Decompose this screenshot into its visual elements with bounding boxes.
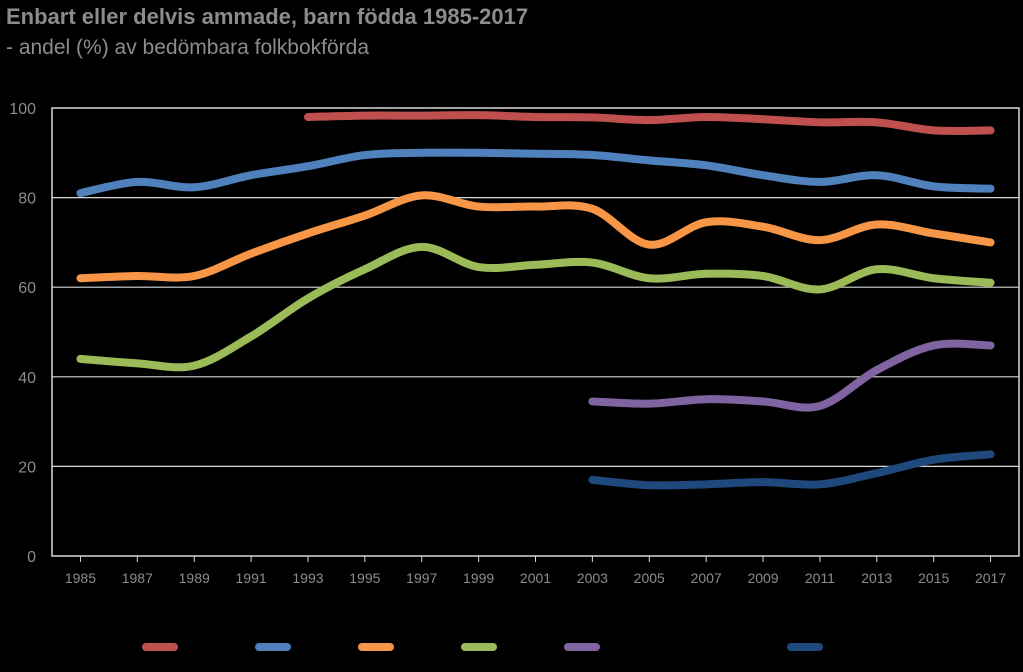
series-line-4: [76, 242, 995, 372]
x-tick-label: 2003: [577, 570, 608, 586]
series-line-6: [588, 450, 995, 490]
series-line-2: [76, 148, 995, 198]
y-tick-label: 0: [27, 549, 36, 566]
x-tick-label: 1993: [292, 570, 323, 586]
series-line-3: [76, 191, 995, 283]
x-tick-label: 1995: [349, 570, 380, 586]
series-line-5: [588, 339, 995, 412]
x-tick-label: 2013: [861, 570, 892, 586]
y-tick-label: 20: [18, 459, 36, 476]
x-tick-label: 1989: [179, 570, 210, 586]
series-layer: [76, 111, 995, 490]
x-tick-label: 1997: [406, 570, 437, 586]
y-tick-label: 100: [9, 101, 36, 118]
x-tick-label: 1985: [65, 570, 96, 586]
y-tick-label: 40: [18, 370, 36, 387]
x-tick-label: 1999: [463, 570, 494, 586]
y-tick-label: 60: [18, 280, 36, 297]
x-tick-label: 2015: [918, 570, 949, 586]
axis-layer: 0 20 40 60 80 100 1985 1987 1989 1991 1993 1995 1997…: [9, 101, 1006, 586]
x-tick-label: 2011: [805, 570, 835, 586]
x-tick-label: 2007: [691, 570, 722, 586]
x-tick-label: 2001: [520, 570, 551, 586]
chart-subtitle: - andel (%) av bedömbara folkbokförda: [6, 36, 370, 59]
y-tick-label: 80: [18, 191, 36, 208]
x-tick-label: 2005: [634, 570, 665, 586]
x-tick-label: 1991: [236, 570, 267, 586]
x-tick-label: 2009: [747, 570, 778, 586]
chart-title: Enbart eller delvis ammade, barn födda 1…: [6, 4, 529, 29]
x-tick-label: 2017: [975, 570, 1006, 586]
x-tick-label: 1987: [122, 570, 153, 586]
series-line-1: [303, 111, 995, 135]
